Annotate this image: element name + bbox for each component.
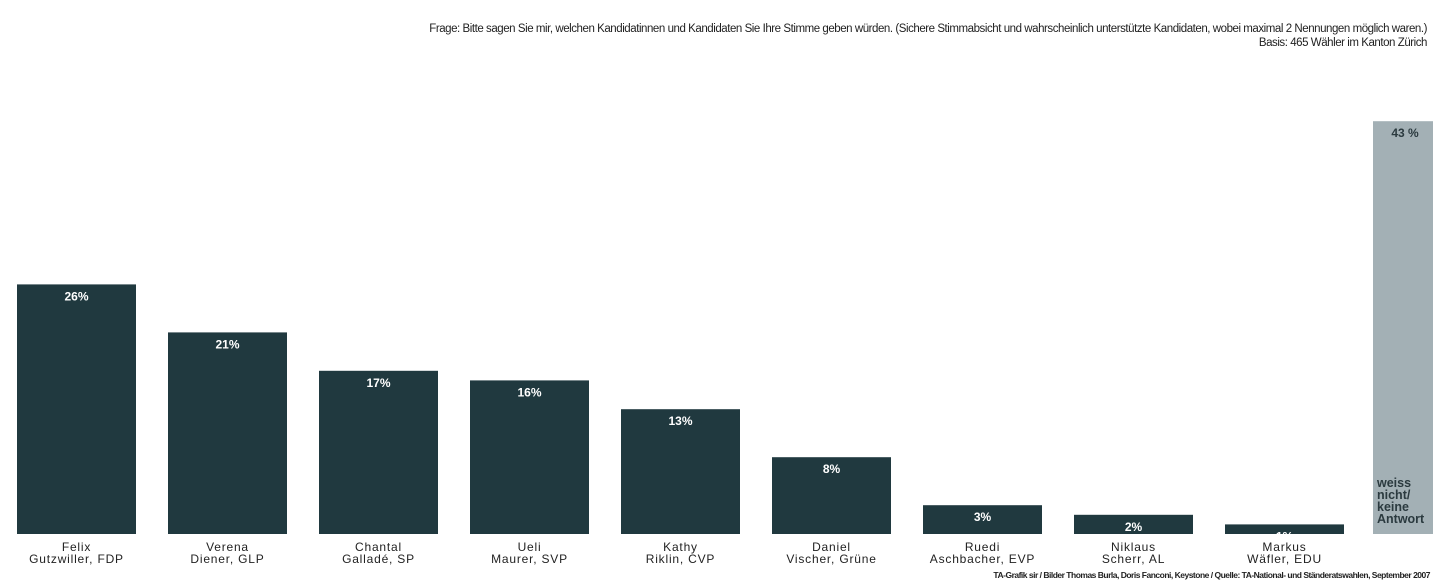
category-last-name: Diener, GLP (190, 552, 264, 566)
bar-value-label: 8% (823, 462, 841, 476)
bar-6 (772, 457, 891, 534)
bar-no-answer-value: 43 % (1391, 126, 1419, 140)
category-first-name: Kathy (663, 540, 698, 554)
bar-no-answer (1373, 121, 1433, 534)
category-last-name: Riklin, CVP (646, 552, 715, 566)
category-last-name: Scherr, AL (1102, 552, 1165, 566)
bar-value-label: 26% (64, 289, 88, 303)
survey-question: Frage: Bitte sagen Sie mir, welchen Kand… (429, 23, 1427, 35)
category-first-name: Niklaus (1111, 540, 1156, 554)
category-last-name: Maurer, SVP (491, 552, 568, 566)
bar-value-label: 1% (1276, 529, 1294, 543)
bar-value-label: 13% (668, 414, 692, 428)
bar-value-label: 21% (215, 337, 239, 351)
category-first-name: Daniel (812, 540, 851, 554)
bar-3 (319, 370, 438, 534)
category-first-name: Ruedi (965, 540, 1000, 554)
bar-value-label: 2% (1125, 520, 1143, 534)
bar-7 (923, 505, 1042, 534)
bar-value-label: 16% (517, 385, 541, 399)
no-answer-label-line: keine (1377, 500, 1409, 514)
no-answer-label-line: weiss (1376, 476, 1411, 490)
bar-2 (168, 332, 287, 534)
category-last-name: Aschbacher, EVP (930, 552, 1035, 566)
category-first-name: Verena (206, 540, 249, 554)
source-credit: TA-Grafik sir / Bilder Thomas Burla, Dor… (993, 570, 1430, 580)
category-first-name: Felix (62, 540, 91, 554)
category-first-name: Markus (1262, 540, 1306, 554)
no-answer-label-line: nicht/ (1377, 488, 1411, 502)
bar-value-label: 17% (366, 376, 390, 390)
survey-base: Basis: 465 Wähler im Kanton Zürich (1258, 37, 1428, 49)
bar-9 (1225, 524, 1344, 534)
category-first-name: Ueli (518, 540, 542, 554)
bar-8 (1074, 514, 1193, 534)
category-last-name: Gutzwiller, FDP (29, 552, 124, 566)
category-last-name: Vischer, Grüne (786, 552, 876, 566)
bars-group (17, 121, 1433, 534)
bar-value-label: 3% (974, 510, 992, 524)
no-answer-label-line: Antwort (1377, 512, 1425, 526)
category-last-name: Wäfler, EDU (1247, 552, 1322, 566)
bar-5 (621, 409, 740, 534)
bar-4 (470, 380, 589, 534)
bar-1 (17, 284, 136, 534)
category-first-name: Chantal (355, 540, 402, 554)
category-last-name: Galladé, SP (342, 552, 415, 566)
